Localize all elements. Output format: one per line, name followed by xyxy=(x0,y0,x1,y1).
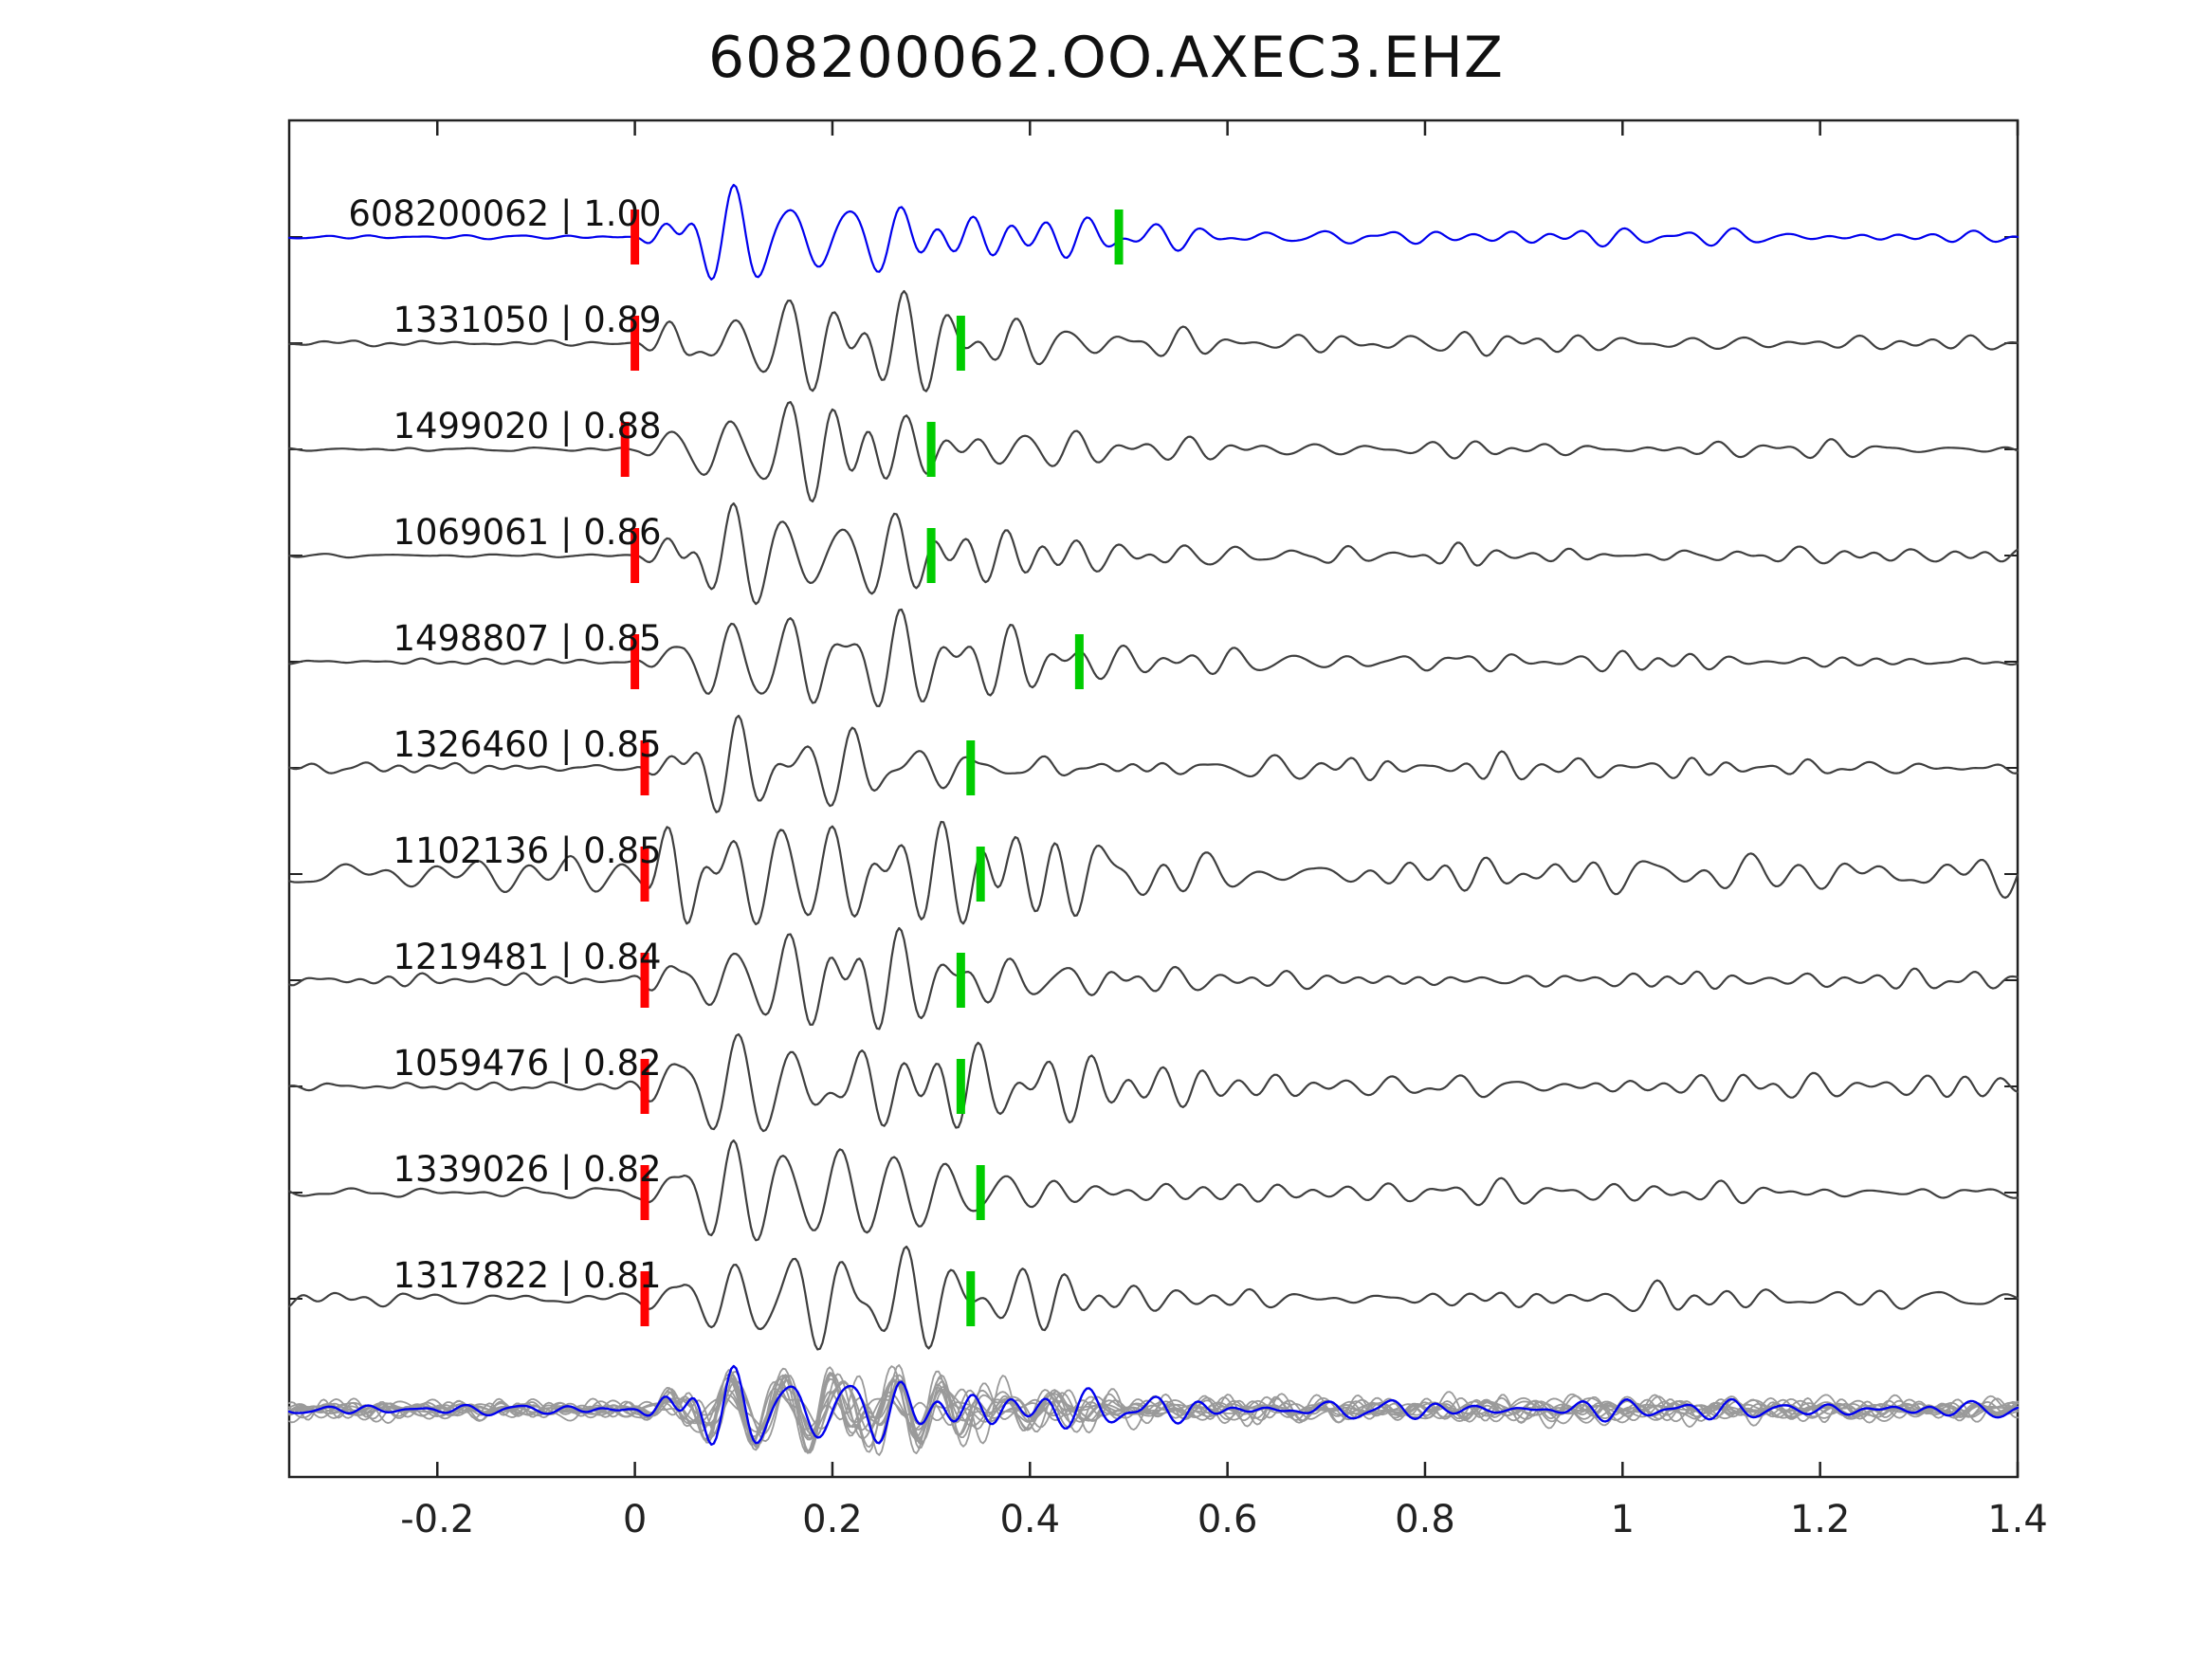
x-tick-label: 0.8 xyxy=(1395,1498,1455,1541)
trace-waveform xyxy=(287,1245,2020,1351)
trace-label: 608200062 | 1.00 xyxy=(348,193,661,234)
x-tick-label: 0.4 xyxy=(999,1498,1060,1541)
trace-waveform xyxy=(287,608,2020,708)
trace-waveform xyxy=(287,501,2020,606)
trace-label: 1498807 | 0.85 xyxy=(393,618,661,659)
trace-label: 1219481 | 0.84 xyxy=(393,937,661,977)
trace-waveform xyxy=(287,183,2020,281)
stack-member-waveform xyxy=(288,1374,2019,1448)
plot-border xyxy=(287,118,2020,1479)
trace-label: 1326460 | 0.85 xyxy=(393,724,661,765)
x-tick-label: -0.2 xyxy=(400,1498,474,1541)
trace-waveform xyxy=(287,1139,2020,1242)
x-tick-label: 0.6 xyxy=(1197,1498,1258,1541)
x-tick-label: 1.4 xyxy=(1987,1498,2048,1541)
trace-waveform xyxy=(287,926,2020,1030)
stack-template-waveform xyxy=(287,1364,2020,1447)
trace-waveform xyxy=(287,1032,2020,1133)
trace-label: 1102136 | 0.85 xyxy=(393,830,661,871)
trace-waveform xyxy=(287,289,2020,392)
trace-label: 1069061 | 0.86 xyxy=(393,512,661,553)
trace-waveform xyxy=(287,714,2020,813)
x-tick-label: 0 xyxy=(623,1498,647,1541)
x-tick-label: 1.2 xyxy=(1790,1498,1851,1541)
plot-title: 608200062.OO.AXEC3.EHZ xyxy=(707,25,1505,91)
stack-member-waveform xyxy=(288,1374,2019,1452)
trace-label: 1331050 | 0.89 xyxy=(393,300,661,340)
trace-label: 1317822 | 0.81 xyxy=(393,1255,661,1296)
trace-label: 1339026 | 0.82 xyxy=(393,1149,661,1190)
trace-label: 1059476 | 0.82 xyxy=(393,1043,661,1084)
x-tick-label: 1 xyxy=(1611,1498,1635,1541)
x-tick-label: 0.2 xyxy=(802,1498,863,1541)
trace-label: 1499020 | 0.88 xyxy=(393,406,661,447)
stack-member-waveform xyxy=(288,1372,2019,1454)
trace-waveform xyxy=(287,820,2020,926)
trace-waveform xyxy=(287,401,2020,503)
